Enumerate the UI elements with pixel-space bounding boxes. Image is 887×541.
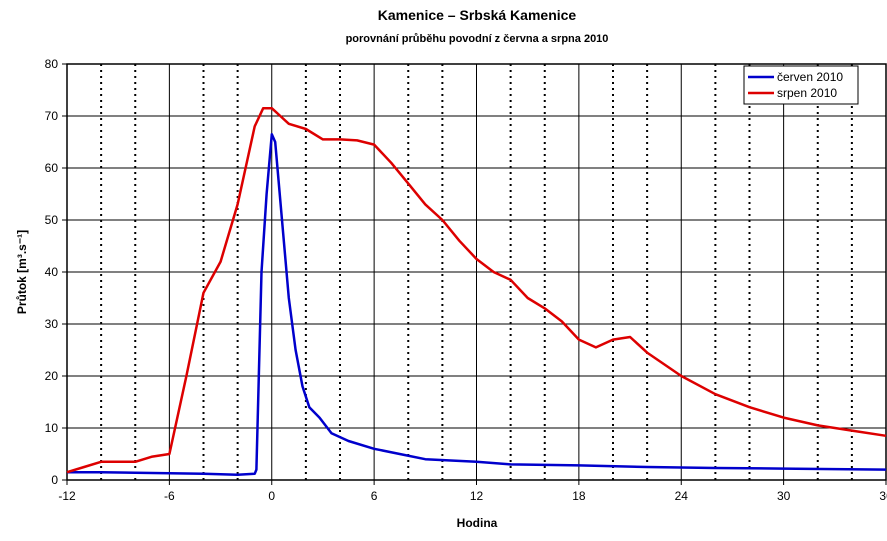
x-tick-label: -12	[58, 489, 76, 503]
y-axis-label: Průtok [m³.s⁻¹]	[15, 230, 29, 314]
chart-subtitle: porovnání průběhu povodní z června a srp…	[346, 33, 609, 45]
y-tick-label: 70	[45, 109, 59, 123]
y-tick-label: 30	[45, 317, 59, 331]
x-tick-label: 36	[879, 489, 887, 503]
x-tick-label: 18	[572, 489, 586, 503]
legend-label: červen 2010	[777, 70, 843, 84]
x-tick-label: 0	[268, 489, 275, 503]
x-tick-label: 6	[371, 489, 378, 503]
x-axis-label: Hodina	[457, 516, 498, 530]
y-tick-label: 80	[45, 57, 59, 71]
y-tick-label: 0	[51, 473, 58, 487]
x-tick-label: 12	[470, 489, 484, 503]
series-line	[67, 132, 887, 477]
y-tick-label: 40	[45, 265, 59, 279]
legend-box	[743, 65, 859, 105]
series-line	[66, 106, 887, 474]
y-tick-label: 60	[45, 161, 59, 175]
chart-title: Kamenice – Srbská Kamenice	[378, 7, 577, 23]
x-tick-label: -6	[164, 489, 175, 503]
y-tick-label: 50	[45, 213, 59, 227]
x-tick-label: 30	[777, 489, 791, 503]
plot-border	[66, 63, 887, 481]
y-tick-label: 10	[45, 421, 59, 435]
x-tick-label: 24	[675, 489, 689, 503]
legend-label: srpen 2010	[777, 86, 837, 100]
y-tick-label: 20	[45, 369, 59, 383]
